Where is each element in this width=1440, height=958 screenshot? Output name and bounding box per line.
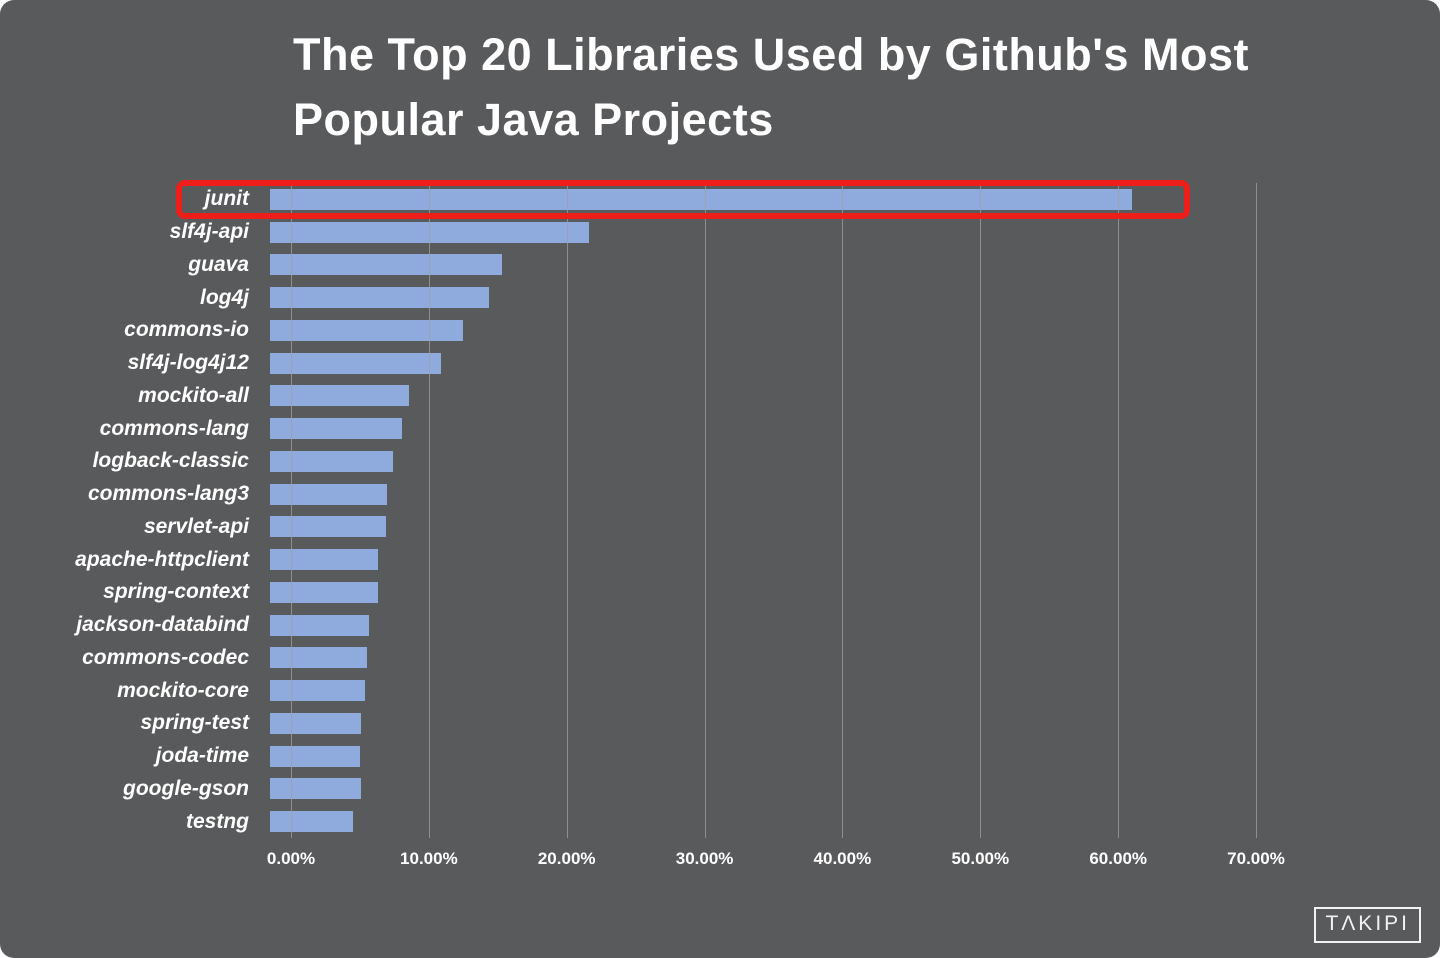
x-axis-tick-label: 60.00% [1089,849,1148,868]
bar-spring-test [270,712,361,734]
bar-commons-io [270,319,463,341]
chart-row: guava [0,249,1440,282]
category-label: mockito-core [117,678,249,702]
chart-row: commons-codec [0,642,1440,675]
category-label: logback-classic [92,449,249,473]
category-label: joda-time [155,744,249,768]
chart-row: joda-time [0,740,1440,773]
chart-row: mockito-core [0,674,1440,707]
chart-row: commons-io [0,314,1440,347]
chart-row: spring-context [0,576,1440,609]
chart-row: commons-lang [0,412,1440,445]
category-label: servlet-api [143,514,249,538]
bar-junit [270,188,1132,210]
bar-guava [270,254,502,276]
chart-row: apache-httpclient [0,543,1440,576]
bar-rows: junit slf4j-api guava log4j commons-io slf4j-… [0,183,1440,838]
chart-row: jackson-databind [0,609,1440,642]
category-label: commons-lang [99,416,249,440]
category-label: jackson-databind [76,613,249,637]
category-label: commons-io [124,318,249,342]
chart-row: mockito-all [0,380,1440,413]
chart-row: logback-classic [0,445,1440,478]
bar-chart: junit slf4j-api guava log4j commons-io slf4j-… [0,180,1440,868]
chart-row: commons-lang3 [0,478,1440,511]
bar-slf4j-api [270,221,589,243]
chart-row: google-gson [0,773,1440,806]
takipi-logo: TΛKIPI [1314,907,1421,943]
bar-mockito-core [270,680,366,702]
bar-servlet-api [270,516,386,538]
bar-logback-classic [270,450,393,472]
chart-row: servlet-api [0,511,1440,544]
chart-row: slf4j-api [0,216,1440,249]
chart-row: log4j [0,281,1440,314]
bar-commons-lang3 [270,483,388,505]
bar-mockito-all [270,385,410,407]
category-label: log4j [199,285,249,309]
chart-row: junit [0,183,1440,216]
category-label: spring-test [140,711,249,735]
x-axis-tick-label: 30.00% [675,849,734,868]
bar-commons-lang [270,418,403,440]
bar-testng [270,811,353,833]
x-axis-tick-label: 50.00% [951,849,1010,868]
category-label: spring-context [103,580,249,604]
bar-apache-httpclient [270,549,378,571]
bar-slf4j-log4j12 [270,352,441,374]
category-label: testng [186,809,249,833]
x-axis-tick-label: 40.00% [813,849,872,868]
bar-jackson-databind [270,614,370,636]
bar-commons-codec [270,647,367,669]
category-label: slf4j-log4j12 [127,351,249,375]
bar-joda-time [270,745,360,767]
x-axis-tick-label: 20.00% [537,849,596,868]
x-axis-tick-label: 0.00% [266,849,316,868]
bar-spring-context [270,581,378,603]
chart-row: testng [0,805,1440,838]
category-label: junit [204,187,249,211]
category-label: commons-codec [82,645,249,669]
category-label: apache-httpclient [75,547,249,571]
bar-log4j [270,287,490,309]
category-label: guava [188,252,249,276]
chart-row: slf4j-log4j12 [0,347,1440,380]
category-label: mockito-all [138,383,249,407]
chart-title: The Top 20 Libraries Used by Github's Mo… [293,29,1250,145]
category-label: google-gson [123,776,249,800]
x-axis-tick-label: 10.00% [400,849,458,868]
chart-row: spring-test [0,707,1440,740]
bar-google-gson [270,778,361,800]
category-label: slf4j-api [169,220,249,244]
x-axis: 0.00% 10.00% 20.00% 30.00% 40.00% 50.00% 60.00… [0,849,1440,875]
x-axis-tick-label: 70.00% [1227,849,1285,868]
category-label: commons-lang3 [87,482,249,506]
